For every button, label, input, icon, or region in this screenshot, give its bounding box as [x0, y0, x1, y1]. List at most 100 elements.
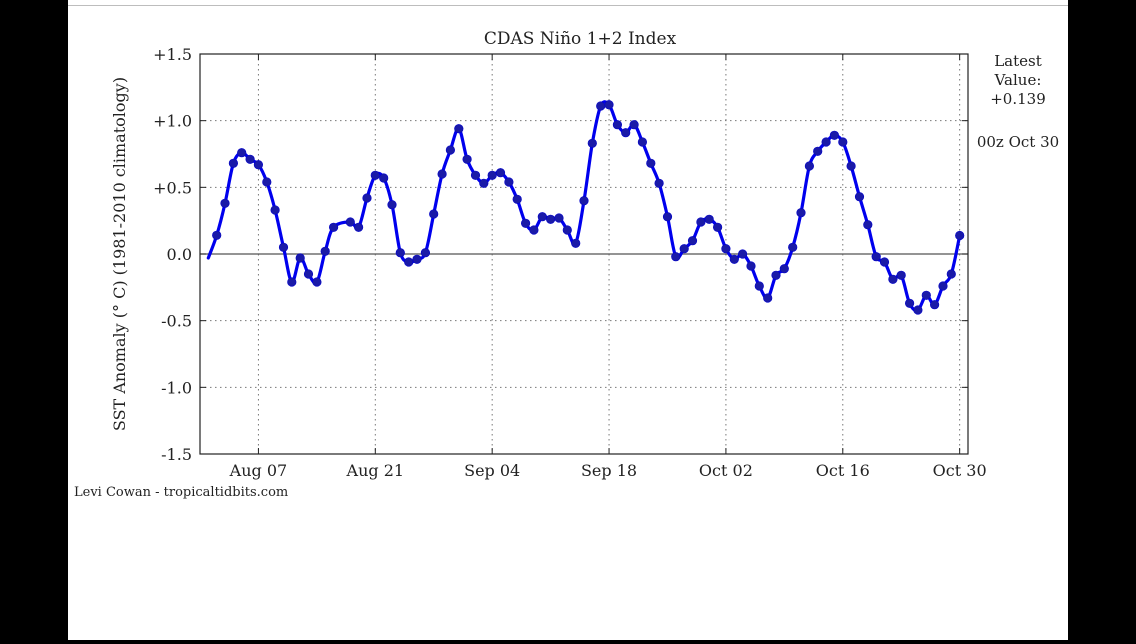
data-point [637, 137, 648, 147]
data-point [921, 290, 931, 300]
data-point [379, 173, 389, 183]
series-layer [206, 100, 965, 315]
data-point [788, 242, 798, 252]
data-point [504, 177, 514, 187]
data-point [462, 154, 472, 164]
x-tick-label: Aug 21 [346, 461, 405, 480]
y-tick-label: -1.5 [161, 445, 192, 464]
data-point [521, 218, 531, 228]
x-tick-label: Aug 07 [229, 461, 288, 480]
data-point [721, 244, 731, 254]
data-point [838, 137, 848, 147]
data-point [771, 270, 781, 280]
y-tick-label: +1.5 [153, 45, 192, 64]
data-point [278, 242, 289, 252]
latest-value: +0.139 [990, 90, 1046, 108]
data-point [587, 138, 597, 148]
data-point [704, 214, 714, 224]
data-point [320, 246, 330, 256]
data-point [888, 274, 898, 284]
data-point [253, 160, 263, 170]
x-tick-label: Oct 30 [933, 461, 987, 480]
y-tick-label: -1.0 [161, 378, 192, 397]
data-point [579, 196, 589, 206]
data-point [679, 244, 689, 254]
data-point [362, 193, 372, 203]
data-point [228, 158, 238, 168]
data-point [871, 252, 881, 262]
data-point [395, 248, 405, 258]
data-point [737, 249, 748, 259]
data-point [946, 269, 956, 279]
data-point [287, 277, 297, 287]
y-tick-label: -0.5 [161, 312, 192, 331]
data-point [955, 230, 965, 241]
data-point [262, 177, 272, 187]
data-point [370, 170, 380, 180]
data-point [646, 158, 656, 168]
data-point [212, 230, 222, 240]
figure-canvas: CDAS Niño 1+2 Index SST Anomaly (° C) (1… [68, 0, 1068, 640]
data-point [763, 293, 773, 303]
y-tick-label: +1.0 [153, 112, 192, 131]
data-point [696, 217, 706, 227]
series-line [206, 100, 962, 312]
data-point [854, 192, 865, 202]
data-point [863, 220, 873, 230]
data-point [596, 101, 606, 111]
data-point [437, 169, 447, 179]
data-point [245, 154, 255, 164]
data-point [629, 120, 639, 130]
data-point [329, 222, 339, 232]
y-axis-label: SST Anomaly (° C) (1981-2010 climatology… [110, 77, 129, 431]
data-point [779, 264, 789, 274]
y-tick-label: 0.0 [167, 245, 192, 264]
data-point [220, 198, 230, 208]
data-point [412, 254, 422, 264]
data-point [495, 168, 506, 178]
data-point [345, 217, 355, 227]
data-point [938, 281, 948, 291]
data-point [813, 146, 823, 156]
data-point [796, 208, 806, 218]
x-tick-label: Oct 02 [699, 461, 753, 480]
data-point [529, 225, 539, 235]
data-point [546, 214, 556, 224]
data-point [554, 213, 564, 223]
data-point [621, 128, 631, 138]
data-point [687, 236, 698, 246]
data-point [604, 100, 614, 110]
data-point [754, 281, 764, 291]
data-point [612, 120, 623, 130]
data-point [512, 194, 522, 204]
data-point [671, 252, 681, 262]
x-tick-label: Sep 18 [581, 461, 637, 480]
x-tick-label: Oct 16 [816, 461, 870, 480]
x-ticks: Aug 07 Aug 21 Sep 04 Sep 18 Oct 02 Oct 16 Oct … [229, 54, 987, 480]
x-tick-label: Sep 04 [464, 461, 520, 480]
data-point [312, 277, 322, 287]
data-point [404, 257, 414, 267]
data-point [879, 257, 890, 267]
data-point [746, 261, 756, 271]
data-point [913, 305, 923, 315]
data-point [470, 170, 481, 180]
data-point [537, 212, 547, 222]
data-point [420, 248, 431, 258]
y-ticks: -1.5 -1.0 -0.5 0.0 +0.5 +1.0 +1.5 [153, 45, 968, 464]
data-point [654, 178, 664, 188]
data-point [929, 300, 940, 310]
data-point [571, 238, 581, 248]
data-point [429, 209, 439, 219]
data-point [562, 225, 572, 235]
latest-label: Value: [994, 71, 1042, 89]
data-point [904, 298, 915, 308]
data-point [270, 205, 280, 215]
data-point [354, 222, 364, 232]
data-point [896, 270, 906, 280]
chart-title: CDAS Niño 1+2 Index [484, 29, 677, 49]
credit-text: Levi Cowan - tropicaltidbits.com [74, 485, 288, 500]
data-point [712, 222, 723, 232]
data-point [454, 124, 464, 134]
chart: CDAS Niño 1+2 Index SST Anomaly (° C) (1… [74, 29, 1059, 500]
